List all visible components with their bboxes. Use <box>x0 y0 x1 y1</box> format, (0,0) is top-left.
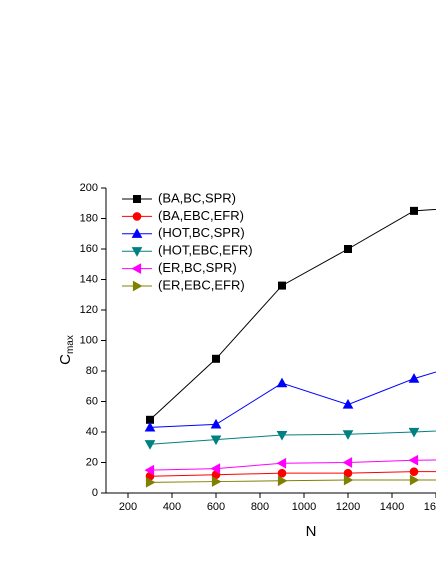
y-tick-label: 0 <box>92 487 98 499</box>
legend-marker <box>133 195 141 203</box>
data-point <box>408 454 419 466</box>
data-point <box>276 430 288 441</box>
data-point <box>410 206 418 215</box>
x-tick-label: 200 <box>119 501 137 513</box>
y-axis-label: Cmax <box>57 335 76 365</box>
data-point <box>211 476 222 487</box>
data-point <box>144 464 155 476</box>
data-point <box>276 377 288 388</box>
data-point <box>210 435 222 446</box>
legend-marker <box>131 228 143 238</box>
legend-label: (BA,BC,SPR) <box>158 190 236 205</box>
data-point <box>408 427 420 438</box>
y-label-main: C <box>57 354 74 365</box>
y-tick-label: 100 <box>80 334 98 346</box>
y-tick-label: 180 <box>80 212 98 224</box>
x-tick-label: 1400 <box>380 501 404 513</box>
data-point <box>342 399 354 409</box>
data-point <box>342 430 354 440</box>
legend-label: (ER,EBC,EFR) <box>158 277 245 292</box>
data-point <box>144 421 156 432</box>
y-tick-label: 40 <box>86 426 98 438</box>
x-tick-label: 400 <box>163 501 181 513</box>
y-tick-label: 200 <box>80 182 98 194</box>
data-point <box>409 474 420 486</box>
y-tick-label: 80 <box>86 365 98 377</box>
y-tick-label: 120 <box>80 304 98 316</box>
series-line <box>149 471 436 477</box>
data-point <box>145 476 156 488</box>
legend-label: (HOT,EBC,EFR) <box>158 243 253 258</box>
legend-marker <box>131 247 143 257</box>
legend-marker <box>131 263 142 274</box>
y-tick-label: 160 <box>80 243 98 255</box>
x-tick-label: 800 <box>251 501 269 513</box>
series-line <box>149 208 436 421</box>
x-tick-label: 1600 <box>424 501 436 513</box>
series-line <box>149 430 436 445</box>
data-point <box>210 418 222 429</box>
y-label-sub: max <box>65 335 76 354</box>
series-line <box>149 479 436 483</box>
data-point <box>408 373 420 383</box>
data-point <box>344 245 352 253</box>
series-line <box>149 459 436 471</box>
data-point <box>212 354 220 363</box>
x-tick-label: 1200 <box>336 501 360 513</box>
legend-label: (HOT,BC,SPR) <box>158 225 245 240</box>
y-tick-label: 60 <box>86 395 98 407</box>
legend-marker <box>132 212 142 221</box>
series-line <box>149 371 436 428</box>
data-point <box>278 281 286 290</box>
data-point <box>210 463 221 474</box>
data-point <box>409 467 419 476</box>
legend-marker <box>132 280 143 292</box>
data-point <box>342 457 353 468</box>
y-tick-label: 140 <box>80 273 98 285</box>
x-axis-label: N <box>306 523 317 540</box>
legend-label: (ER,BC,SPR) <box>158 260 237 275</box>
legend-label: (BA,EBC,EFR) <box>158 208 244 223</box>
y-tick-label: 20 <box>86 456 98 468</box>
data-point <box>276 457 287 469</box>
data-point <box>277 475 288 487</box>
data-point <box>343 474 354 486</box>
x-tick-label: 600 <box>207 501 225 513</box>
data-point <box>277 468 287 478</box>
x-tick-label: 1000 <box>292 501 316 513</box>
data-point <box>144 440 156 450</box>
